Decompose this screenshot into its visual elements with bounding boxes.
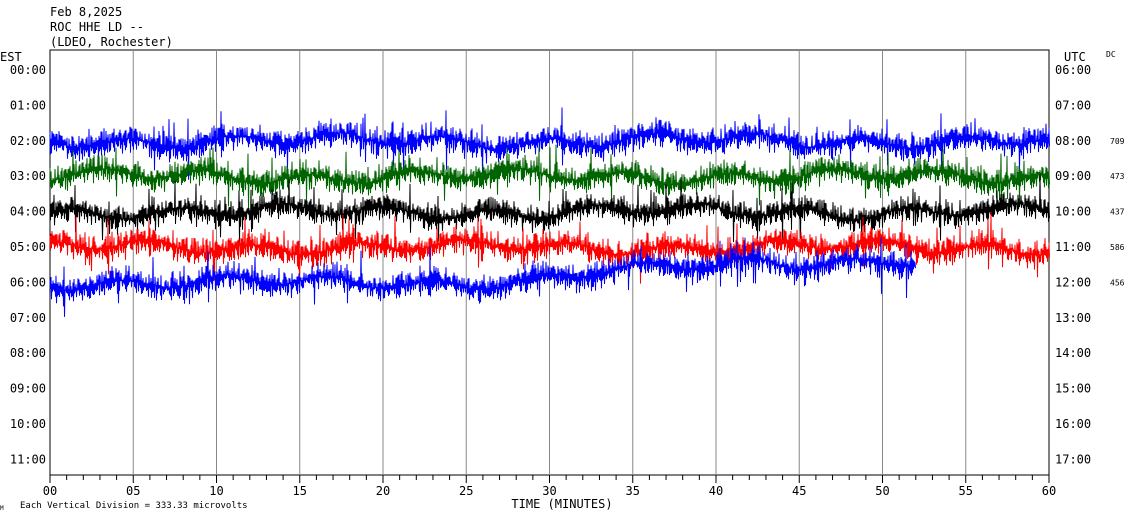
- right-hour-label: 12:00: [1055, 275, 1091, 289]
- x-tick-label: 50: [875, 484, 889, 498]
- right-hour-label: 08:00: [1055, 134, 1091, 148]
- right-hour-label: 16:00: [1055, 417, 1091, 431]
- x-tick-label: 45: [792, 484, 806, 498]
- left-hour-label: 01:00: [10, 98, 46, 112]
- dc-offset-values: 709 473 437 586 456: [1110, 137, 1125, 288]
- left-hour-label: 04:00: [10, 205, 46, 219]
- x-tick-label: 15: [293, 484, 307, 498]
- right-hour-label: 10:00: [1055, 205, 1091, 219]
- dc-label: DC: [1106, 50, 1116, 59]
- right-hour-label: 09:00: [1055, 169, 1091, 183]
- left-hour-label: 10:00: [10, 417, 46, 431]
- dc-offset-value: 709: [1110, 137, 1125, 146]
- x-tick-label: 40: [709, 484, 723, 498]
- trace-line: [49, 144, 1050, 210]
- footer-note: Each Vertical Division = 333.33 microvol…: [20, 501, 248, 511]
- right-hour-labels: 06:00 07:00 08:00 09:00 10:00 11:00 12:00 13:00…: [1055, 63, 1091, 466]
- x-tick-label: 35: [626, 484, 640, 498]
- trace-line: [49, 237, 916, 317]
- left-hour-label: 05:00: [10, 240, 46, 254]
- left-hour-label: 03:00: [10, 169, 46, 183]
- right-hour-label: 11:00: [1055, 240, 1091, 254]
- right-axis-title: UTC: [1064, 50, 1086, 64]
- dc-offset-value: 473: [1110, 172, 1125, 181]
- x-tick-label: 05: [126, 484, 140, 498]
- left-hour-labels: 00:00 01:00 02:00 03:00 04:00 05:00 06:00 07:00…: [10, 63, 46, 466]
- left-axis-title: EST: [0, 50, 22, 64]
- right-hour-label: 14:00: [1055, 346, 1091, 360]
- right-hour-label: 06:00: [1055, 63, 1091, 77]
- footer-mark: M: [0, 505, 4, 512]
- dc-offset-value: 586: [1110, 243, 1125, 252]
- chart-date: Feb 8,2025: [50, 5, 122, 19]
- left-hour-label: 02:00: [10, 134, 46, 148]
- x-axis-label: TIME (MINUTES): [511, 497, 612, 511]
- trace-line: [49, 174, 1050, 245]
- trace-line: [49, 107, 1050, 180]
- dc-offset-value: 456: [1110, 278, 1125, 287]
- x-tick-labels: 00 05 10 15 20 25 30 35 40 45 50 55 60: [43, 484, 1056, 498]
- dc-offset-value: 437: [1110, 208, 1125, 217]
- chart-station: ROC HHE LD --: [50, 20, 144, 34]
- x-tick-label: 10: [209, 484, 223, 498]
- trace-line: [49, 211, 1050, 287]
- x-tick-label: 25: [459, 484, 473, 498]
- left-hour-label: 11:00: [10, 452, 46, 466]
- traces: [49, 107, 1050, 317]
- right-hour-label: 13:00: [1055, 311, 1091, 325]
- x-tick-label: 60: [1042, 484, 1056, 498]
- grid-lines: [132, 50, 967, 475]
- left-hour-label: 09:00: [10, 382, 46, 396]
- x-tick-label: 00: [43, 484, 57, 498]
- right-hour-label: 17:00: [1055, 452, 1091, 466]
- x-tick-label: 20: [376, 484, 390, 498]
- left-hour-label: 06:00: [10, 275, 46, 289]
- chart-network: (LDEO, Rochester): [50, 35, 173, 49]
- left-hour-label: 07:00: [10, 311, 46, 325]
- x-minor-ticks: [49, 475, 1050, 483]
- right-hour-label: 15:00: [1055, 382, 1091, 396]
- x-tick-label: 30: [542, 484, 556, 498]
- left-hour-label: 08:00: [10, 346, 46, 360]
- x-tick-label: 55: [959, 484, 973, 498]
- left-hour-label: 00:00: [10, 63, 46, 77]
- right-hour-label: 07:00: [1055, 98, 1091, 112]
